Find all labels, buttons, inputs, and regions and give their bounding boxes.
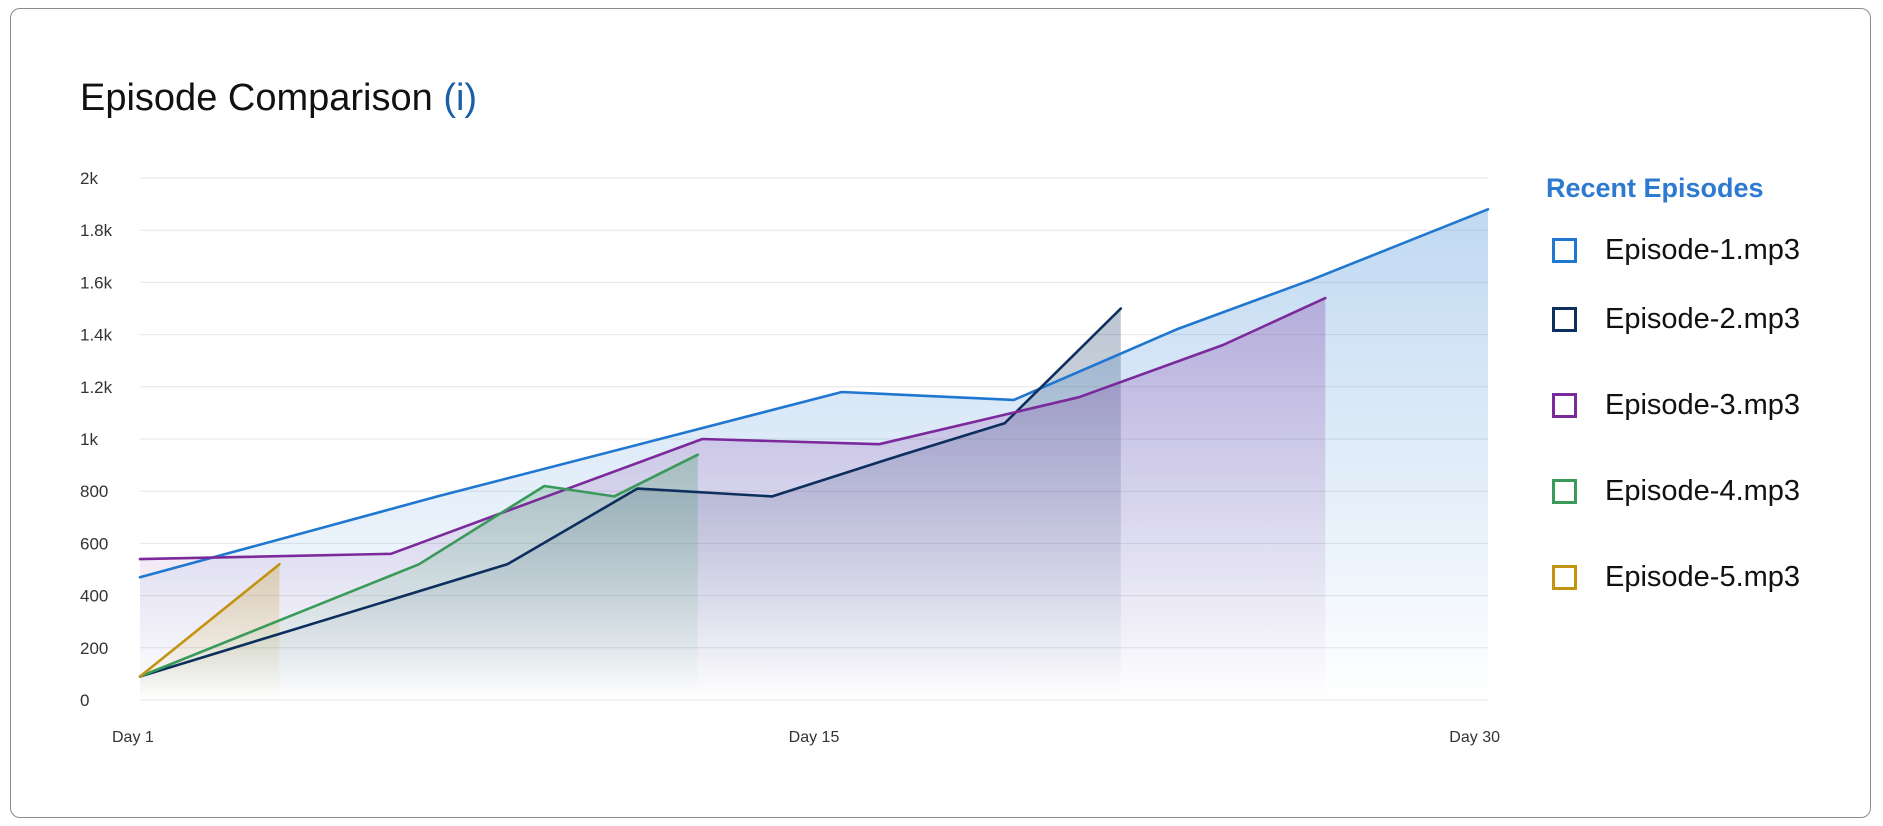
series-line-episode-4[interactable] [138,453,700,678]
y-axis-ticks: 0 200 400 600 800 1k 1.2k 1.4k 1.6k 1.8k 2k [80,169,113,710]
y-tick-label: 1.2k [80,378,113,397]
series-line-episode-2[interactable] [138,307,1123,678]
legend: Recent Episodes Episode-1.mp3 Episode-2.m… [1546,168,1866,620]
y-tick-label: 2k [80,169,98,188]
chart-title-text: Episode Comparison [80,77,433,119]
legend-swatch-icon [1552,306,1577,332]
x-tick-label: Day 1 [112,729,154,746]
series-line-episode-1[interactable] [138,208,1490,579]
x-tick-label: Day 30 [1449,729,1500,746]
legend-items: Episode-1.mp3 Episode-2.mp3 Episode-3.mp3 E… [1546,224,1866,620]
series-lines [138,208,1490,678]
series-line-episode-3[interactable] [138,296,1327,561]
legend-title: Recent Episodes [1546,173,1764,203]
legend-item-episode-3[interactable]: Episode-3.mp3 [1546,362,1866,448]
x-tick-label: Day 15 [789,729,840,746]
legend-label: Episode-4.mp3 [1605,474,1801,507]
info-icon[interactable]: (i) [443,77,478,119]
y-tick-label: 1.4k [80,326,113,345]
series-area-episode-4 [140,454,698,700]
legend-swatch-icon [1552,564,1577,590]
y-tick-label: 600 [80,534,108,553]
y-tick-label: 1k [80,430,98,449]
legend-item-episode-4[interactable]: Episode-4.mp3 [1546,448,1866,534]
series-areas [140,209,1488,701]
y-tick-label: 1.6k [80,273,113,292]
chart-title: Episode Comparison (i) [80,74,477,122]
y-tick-label: 400 [80,587,108,606]
legend-item-episode-2[interactable]: Episode-2.mp3 [1546,276,1866,362]
legend-swatch-icon [1552,392,1577,418]
x-axis-ticks: Day 1 Day 15 Day 30 [112,729,1500,746]
legend-swatch-icon [1552,478,1577,504]
legend-label: Episode-1.mp3 [1605,233,1801,266]
legend-label: Episode-5.mp3 [1605,560,1801,593]
y-tick-label: 1.8k [80,221,113,240]
legend-item-episode-5[interactable]: Episode-5.mp3 [1546,534,1866,620]
series-line-episode-5[interactable] [138,563,281,678]
y-tick-label: 200 [80,639,108,658]
y-tick-label: 800 [80,482,108,501]
y-tick-label: 0 [80,691,89,710]
legend-label: Episode-3.mp3 [1605,388,1801,421]
legend-swatch-icon [1552,237,1577,263]
legend-label: Episode-2.mp3 [1605,302,1801,335]
legend-item-episode-1[interactable]: Episode-1.mp3 [1546,224,1866,276]
